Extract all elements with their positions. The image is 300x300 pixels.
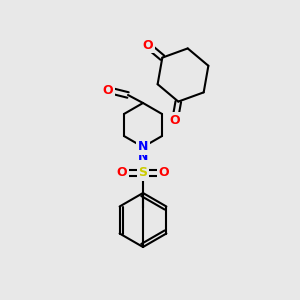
Text: O: O bbox=[117, 167, 127, 179]
Text: O: O bbox=[142, 39, 153, 52]
Text: O: O bbox=[103, 83, 113, 97]
Text: N: N bbox=[138, 151, 148, 164]
Text: O: O bbox=[159, 167, 169, 179]
Text: O: O bbox=[170, 114, 180, 127]
Text: S: S bbox=[139, 167, 148, 179]
Text: N: N bbox=[138, 140, 148, 154]
